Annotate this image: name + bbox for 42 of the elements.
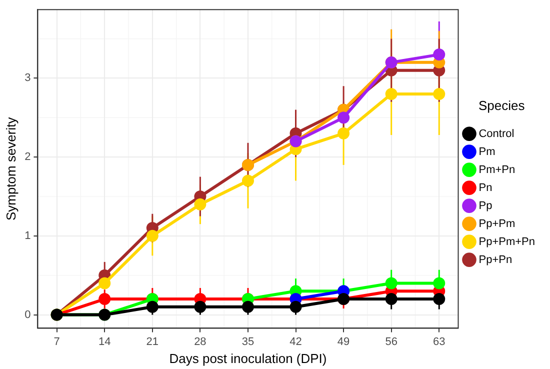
legend-title: Species [478, 98, 526, 113]
legend-label: Pm [478, 146, 496, 158]
legend-label: Pp+Pm+Pn [478, 236, 536, 248]
x-tick-label: 28 [194, 336, 206, 348]
point [98, 293, 111, 306]
legend-label: Pp+Pm [478, 218, 516, 230]
legend-label: Control [478, 128, 514, 140]
point [146, 300, 158, 313]
legend-label: Pp [478, 200, 492, 212]
point [433, 277, 446, 290]
y-tick-label: 1 [24, 230, 31, 242]
point [433, 293, 446, 306]
legend-label: Pp+Pn [478, 254, 512, 266]
point [146, 230, 158, 242]
legend-label: Pn [478, 182, 492, 194]
point [194, 300, 206, 313]
point [385, 88, 398, 100]
x-tick-label: 35 [242, 336, 254, 348]
x-tick-label: 49 [337, 336, 350, 348]
point [194, 198, 206, 210]
x-tick-label: 63 [433, 336, 446, 348]
y-tick-label: 0 [24, 308, 31, 321]
point [338, 112, 350, 124]
point [242, 300, 254, 313]
legend-label: Pm+Pn [478, 164, 516, 176]
x-tick-label: 14 [98, 336, 111, 348]
x-tick-label: 42 [290, 336, 302, 348]
x-axis-title: Days post inoculation (DPI) [169, 350, 327, 366]
y-tick-label: 2 [24, 151, 31, 164]
point [385, 293, 398, 306]
x-tick-label: 56 [385, 336, 398, 348]
point [433, 88, 446, 100]
point [433, 48, 446, 61]
point [385, 277, 398, 290]
y-axis-title: Symptom severity [3, 116, 18, 221]
point [98, 277, 111, 290]
y-tick-label: 3 [24, 72, 31, 84]
point [290, 300, 302, 313]
x-tick-label: 21 [146, 336, 159, 348]
point [242, 174, 254, 187]
x-tick-label: 7 [54, 336, 60, 348]
point [338, 127, 350, 140]
